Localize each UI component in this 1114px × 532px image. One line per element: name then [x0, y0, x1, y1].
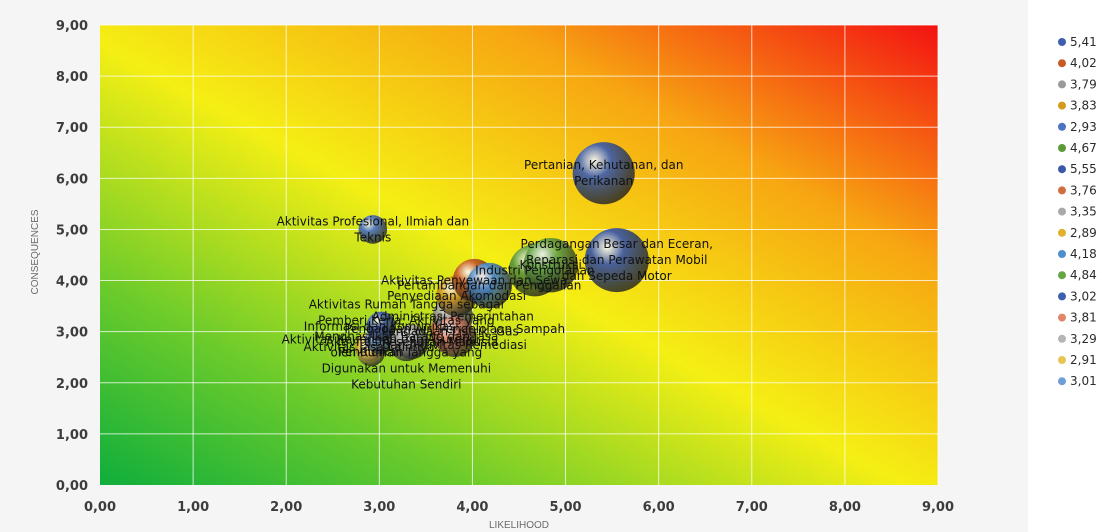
legend-marker: [1058, 101, 1066, 110]
legend: 5,41 4,02 3,79 3,83 2,93 4,67 5,55 3,76 3,35 2,89…: [1058, 35, 1097, 388]
legend-marker: [1058, 38, 1066, 46]
bubble: [366, 311, 397, 342]
gridlines: [100, 24, 939, 485]
legend-entry: 3,83: [1070, 99, 1097, 113]
legend-entry: 3,29: [1070, 332, 1097, 346]
x-tick-label: 6,00: [643, 500, 675, 515]
legend-marker: [1058, 80, 1066, 89]
bubble-label: Pemberi Kerja; Aktivitas yang: [318, 313, 495, 327]
legend-entry: 3,79: [1070, 77, 1097, 91]
y-tick-label: 9,00: [56, 19, 88, 34]
legend-marker: [1058, 207, 1066, 216]
y-tick-label: 8,00: [56, 70, 88, 85]
legend-marker: [1058, 292, 1066, 301]
bubble: [466, 262, 512, 309]
x-tick-label: 9,00: [922, 500, 954, 515]
y-tick-label: 0,00: [56, 479, 88, 494]
legend-marker: [1058, 250, 1066, 258]
bubble: [434, 316, 475, 358]
legend-marker: [1058, 271, 1066, 280]
x-tick-label: 1,00: [177, 500, 209, 515]
bubble-labels: Pertanian, Kehutanan, dan Perikanan Aktivi…: [277, 158, 713, 391]
legend-entry: 3,81: [1070, 311, 1097, 325]
bubble-label: Industri Pengolahan: [475, 263, 594, 277]
bubble-label: Aktivitas Keuangan dan Asuransi: [282, 332, 479, 346]
bubble: [394, 324, 430, 360]
legend-entry: 3,76: [1070, 183, 1097, 197]
legend-entry: 2,89: [1070, 226, 1097, 240]
bubble-label: oleh Rumah Tangga yang: [330, 345, 482, 359]
legend-entry: 5,41: [1070, 35, 1097, 49]
bubble-label: Pendidikan: [338, 345, 403, 359]
legend-entry: 3,01: [1070, 374, 1097, 388]
bubble-label: Perikanan: [574, 174, 633, 188]
x-tick-label: 0,00: [84, 500, 116, 515]
legend-marker: [1058, 165, 1066, 174]
bubble-label: Administrasi Pemerintahan: [372, 309, 534, 323]
bubble-label: Aktivitas Profesional, Ilmiah dan: [277, 214, 470, 228]
bubble-label: Pengadaan Air, Pengelolaan Sampah: [344, 322, 565, 336]
bubbles: [355, 142, 649, 367]
bubble-label: Informasi dan Komunikasi: [304, 320, 459, 334]
bubble-label: Penyediaan Akomodasi: [387, 289, 526, 303]
x-tick-label: 2,00: [270, 500, 302, 515]
bubble-label: Digunakan untuk Memenuhi: [322, 361, 492, 375]
bubble-label: Aktivitas Jasa Lainnya: [304, 340, 435, 354]
legend-entry: 4,18: [1070, 247, 1097, 261]
bubble-label: Pengadaan Listrik, Gas: [381, 325, 518, 339]
x-tick-label: 4,00: [456, 500, 488, 515]
bubble-label: Reparasi dan Perawatan Mobil: [526, 253, 707, 267]
y-tick-label: 6,00: [56, 172, 88, 187]
bubble: [572, 142, 635, 205]
y-axis-title: CONSEQUENCES: [30, 209, 41, 294]
legend-entry: 4,02: [1070, 56, 1097, 70]
y-tick-labels: 0,00 1,00 2,00 3,00 4,00 5,00 6,00 7,00 8,00 9,00: [56, 19, 88, 494]
bubble-label: Aktivitas Kesehatan Manusia: [326, 335, 498, 349]
y-tick-label: 1,00: [56, 428, 88, 443]
bubble-label: Pertambangan dan Penggalian: [397, 279, 581, 293]
legend-entry: 3,02: [1070, 289, 1097, 303]
bubble-label: Perdagangan Besar dan Eceran,: [521, 237, 713, 251]
legend-entry: 4,67: [1070, 141, 1097, 155]
x-tick-labels: 0,00 1,00 2,00 3,00 4,00 5,00 6,00 7,00 8,00 9,00: [84, 500, 954, 515]
y-tick-label: 7,00: [56, 121, 88, 136]
y-tick-label: 2,00: [56, 377, 88, 392]
legend-entry: 4,84: [1070, 268, 1097, 282]
bubble-label: dan Aktivitas Remediasi: [383, 338, 527, 352]
bubble-label: Pertanian, Kehutanan, dan: [524, 158, 683, 172]
legend-marker: [1058, 228, 1066, 237]
bubble-label: Aktivitas Penyewaan dan Sewa: [381, 274, 568, 288]
bubble: [584, 228, 649, 293]
legend-marker: [1058, 144, 1066, 152]
bubble-label: Kebutuhan Sendiri: [351, 377, 461, 391]
bubble-label: Teknis: [353, 230, 391, 244]
legend-entry: 2,93: [1070, 120, 1097, 134]
legend-entry: 5,55: [1070, 162, 1097, 176]
bubble: [358, 215, 388, 244]
x-axis-title: LIKELIHOOD: [489, 520, 549, 531]
y-tick-label: 5,00: [56, 223, 88, 238]
y-tick-label: 4,00: [56, 275, 88, 290]
legend-entry: 2,91: [1070, 353, 1097, 367]
legend-entry: 3,35: [1070, 205, 1097, 219]
bubble-label: dan Sepeda Motor: [562, 269, 672, 283]
legend-marker: [1058, 186, 1066, 195]
bubble: [523, 238, 578, 293]
legend-marker: [1058, 313, 1066, 322]
bubble-label: Menghasilkan Barang dan Jasa: [314, 329, 498, 343]
bubble-label: Aktivitas Rumah Tangga sebagai: [309, 297, 504, 311]
x-tick-label: 3,00: [363, 500, 395, 515]
y-tick-label: 3,00: [56, 326, 88, 341]
legend-marker: [1058, 59, 1066, 68]
x-tick-label: 7,00: [736, 500, 768, 515]
bubble-label: Konstruksi: [520, 258, 582, 272]
x-tick-label: 8,00: [829, 500, 861, 515]
legend-marker: [1058, 377, 1066, 386]
legend-marker: [1058, 356, 1066, 364]
x-tick-label: 5,00: [550, 500, 582, 515]
legend-marker: [1058, 334, 1066, 343]
legend-marker: [1058, 122, 1066, 131]
